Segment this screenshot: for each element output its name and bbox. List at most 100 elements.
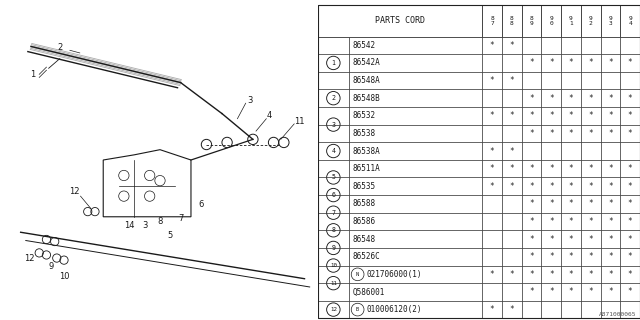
Text: *: * — [529, 182, 534, 191]
Text: *: * — [588, 182, 593, 191]
Text: 8
8: 8 8 — [510, 16, 514, 26]
Text: *: * — [569, 252, 573, 261]
Text: 86511A: 86511A — [353, 164, 380, 173]
Text: *: * — [588, 129, 593, 138]
Text: 010006120(2): 010006120(2) — [367, 305, 422, 314]
Text: *: * — [628, 270, 632, 279]
Text: *: * — [588, 252, 593, 261]
Text: 4: 4 — [332, 148, 335, 154]
Text: *: * — [588, 111, 593, 120]
Text: *: * — [569, 182, 573, 191]
Text: 2: 2 — [332, 95, 335, 101]
Text: 12: 12 — [330, 307, 337, 312]
Text: *: * — [628, 217, 632, 226]
Text: *: * — [509, 76, 514, 85]
Text: *: * — [529, 270, 534, 279]
Text: 86532: 86532 — [353, 111, 376, 120]
Text: *: * — [588, 199, 593, 208]
Text: *: * — [509, 147, 514, 156]
Text: *: * — [608, 252, 612, 261]
Text: *: * — [509, 270, 514, 279]
Text: *: * — [608, 270, 612, 279]
Text: 86542: 86542 — [353, 41, 376, 50]
Text: 8: 8 — [332, 227, 335, 233]
Text: 3: 3 — [247, 96, 253, 105]
Text: *: * — [608, 59, 612, 68]
Text: *: * — [490, 182, 495, 191]
Text: *: * — [490, 76, 495, 85]
Text: 8: 8 — [157, 217, 163, 227]
Text: 14: 14 — [124, 220, 134, 229]
Text: *: * — [529, 94, 534, 103]
Text: *: * — [549, 252, 554, 261]
Text: 86542A: 86542A — [353, 59, 380, 68]
Text: *: * — [628, 164, 632, 173]
Text: *: * — [588, 164, 593, 173]
Text: *: * — [529, 199, 534, 208]
Text: *: * — [509, 182, 514, 191]
Text: *: * — [549, 129, 554, 138]
Text: *: * — [490, 41, 495, 50]
Text: *: * — [608, 217, 612, 226]
Text: *: * — [529, 164, 534, 173]
Text: *: * — [628, 59, 632, 68]
Text: *: * — [588, 287, 593, 296]
Text: *: * — [549, 94, 554, 103]
Text: *: * — [569, 270, 573, 279]
Text: *: * — [569, 287, 573, 296]
Text: B: B — [356, 307, 359, 312]
Text: *: * — [569, 129, 573, 138]
Text: *: * — [529, 129, 534, 138]
Text: *: * — [490, 147, 495, 156]
Text: *: * — [569, 199, 573, 208]
Text: *: * — [490, 270, 495, 279]
Text: *: * — [608, 129, 612, 138]
Text: *: * — [608, 287, 612, 296]
Text: 86586: 86586 — [353, 217, 376, 226]
Text: *: * — [628, 287, 632, 296]
Text: *: * — [569, 164, 573, 173]
Text: *: * — [549, 111, 554, 120]
Text: *: * — [490, 164, 495, 173]
Text: *: * — [608, 111, 612, 120]
Text: *: * — [509, 41, 514, 50]
Text: *: * — [628, 111, 632, 120]
Text: *: * — [529, 59, 534, 68]
Text: 86538: 86538 — [353, 129, 376, 138]
Text: *: * — [588, 94, 593, 103]
Text: 8
9: 8 9 — [530, 16, 533, 26]
Text: 7: 7 — [332, 210, 335, 216]
Text: 6: 6 — [332, 192, 335, 198]
Text: *: * — [529, 111, 534, 120]
Text: *: * — [588, 270, 593, 279]
Text: 86535: 86535 — [353, 182, 376, 191]
Text: *: * — [529, 252, 534, 261]
Text: *: * — [608, 164, 612, 173]
Text: *: * — [549, 270, 554, 279]
Text: *: * — [588, 217, 593, 226]
Text: *: * — [549, 287, 554, 296]
Text: 86548A: 86548A — [353, 76, 380, 85]
Text: *: * — [549, 59, 554, 68]
Text: *: * — [569, 59, 573, 68]
Text: *: * — [529, 287, 534, 296]
Text: *: * — [628, 94, 632, 103]
Text: *: * — [549, 182, 554, 191]
Text: 11: 11 — [330, 281, 337, 286]
Text: 7: 7 — [178, 214, 183, 223]
Text: 2: 2 — [57, 43, 63, 52]
Text: 12: 12 — [69, 188, 79, 196]
Text: 86526C: 86526C — [353, 252, 380, 261]
Text: *: * — [608, 199, 612, 208]
Text: 9: 9 — [49, 262, 54, 271]
Text: 1: 1 — [31, 70, 36, 79]
Text: *: * — [608, 182, 612, 191]
Text: *: * — [529, 235, 534, 244]
Text: *: * — [490, 305, 495, 314]
Text: 6: 6 — [198, 200, 204, 209]
Text: 9
1: 9 1 — [569, 16, 573, 26]
Text: *: * — [569, 111, 573, 120]
Text: 86588: 86588 — [353, 199, 376, 208]
Text: *: * — [529, 217, 534, 226]
Text: *: * — [608, 94, 612, 103]
